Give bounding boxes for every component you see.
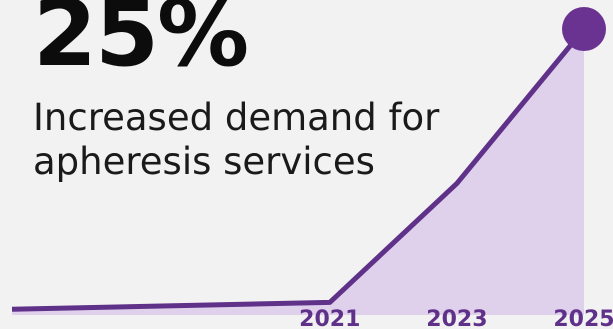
x-tick-label-2023: 2023 (426, 307, 487, 329)
subtitle-line-1: Increased demand for (33, 96, 440, 139)
headline-percentage: 25% (33, 0, 249, 87)
area-fill (12, 29, 584, 315)
end-point-marker (562, 7, 606, 51)
x-tick-label-2021: 2021 (299, 307, 360, 329)
x-tick-label-2025: 2025 (553, 307, 613, 329)
series-line (11, 27, 586, 312)
headline-subtitle: Increased demand for apheresis services (33, 96, 439, 185)
subtitle-line-2: apheresis services (33, 140, 375, 184)
